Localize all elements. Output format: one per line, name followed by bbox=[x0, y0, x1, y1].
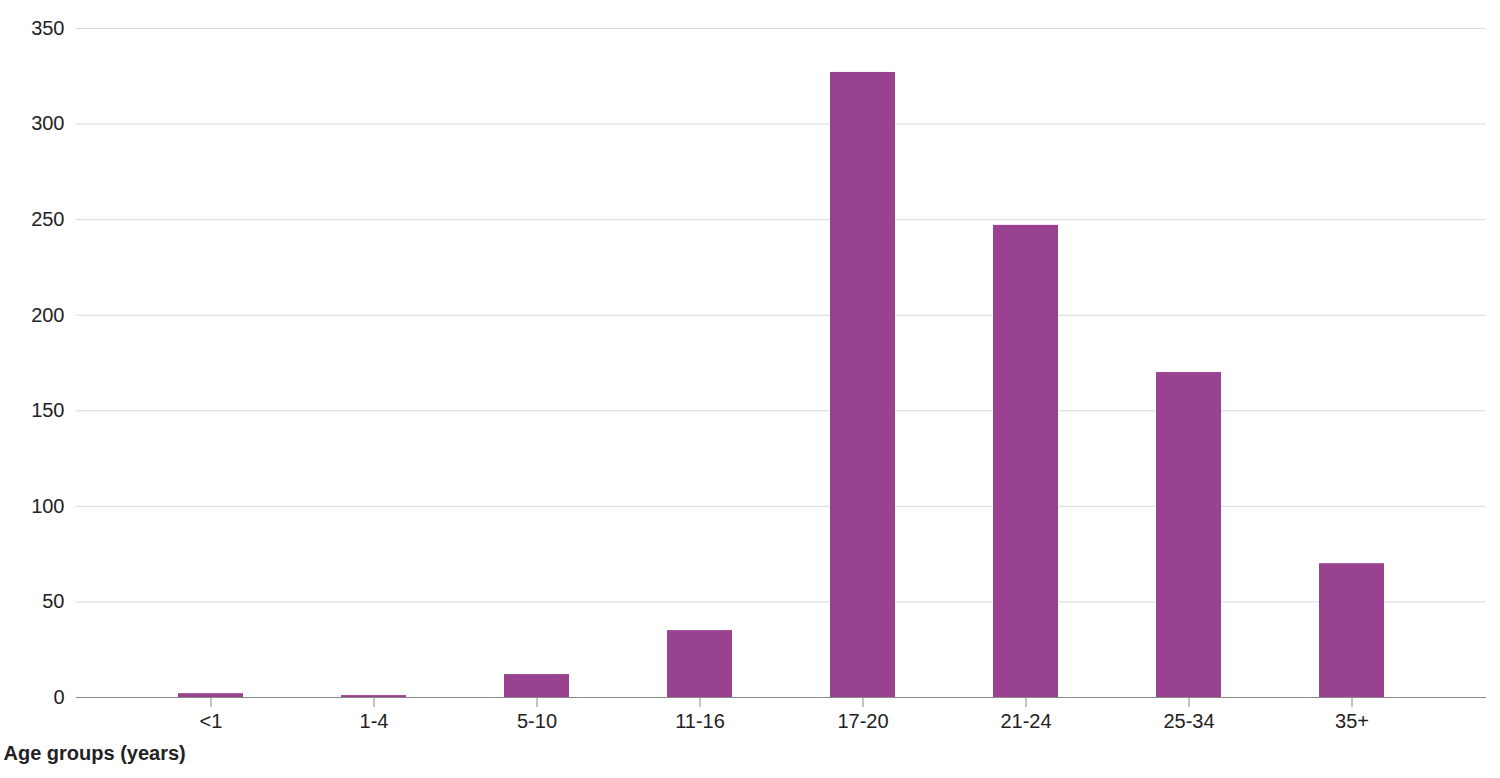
svg-text:0: 0 bbox=[53, 686, 64, 708]
svg-text:250: 250 bbox=[31, 208, 64, 230]
svg-text:150: 150 bbox=[31, 399, 64, 421]
svg-text:1-4: 1-4 bbox=[360, 710, 389, 732]
svg-text:350: 350 bbox=[31, 17, 64, 39]
svg-text:200: 200 bbox=[31, 304, 64, 326]
svg-text:17-20: 17-20 bbox=[837, 710, 888, 732]
svg-text:25-34: 25-34 bbox=[1163, 710, 1214, 732]
svg-text:35+: 35+ bbox=[1335, 710, 1369, 732]
svg-text:300: 300 bbox=[31, 112, 64, 134]
svg-text:21-24: 21-24 bbox=[1000, 710, 1051, 732]
svg-text:11-16: 11-16 bbox=[675, 710, 725, 732]
svg-text:5-10: 5-10 bbox=[517, 710, 557, 732]
svg-text:50: 50 bbox=[42, 590, 64, 612]
svg-text:100: 100 bbox=[31, 495, 64, 517]
svg-text:Age groups (years): Age groups (years) bbox=[4, 742, 186, 764]
svg-text:<1: <1 bbox=[200, 710, 223, 732]
